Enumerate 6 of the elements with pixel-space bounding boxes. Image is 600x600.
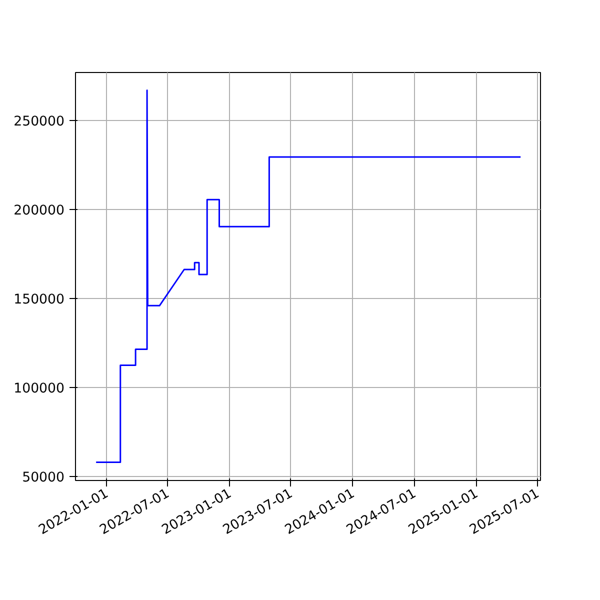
y-tick-label: 50000	[22, 470, 65, 486]
line-series	[95, 90, 522, 464]
y-tick-label: 200000	[14, 204, 65, 219]
y-tick-label: 100000	[14, 382, 65, 397]
y-tick-label: 250000	[14, 114, 65, 130]
y-tick-label: 150000	[14, 292, 65, 308]
